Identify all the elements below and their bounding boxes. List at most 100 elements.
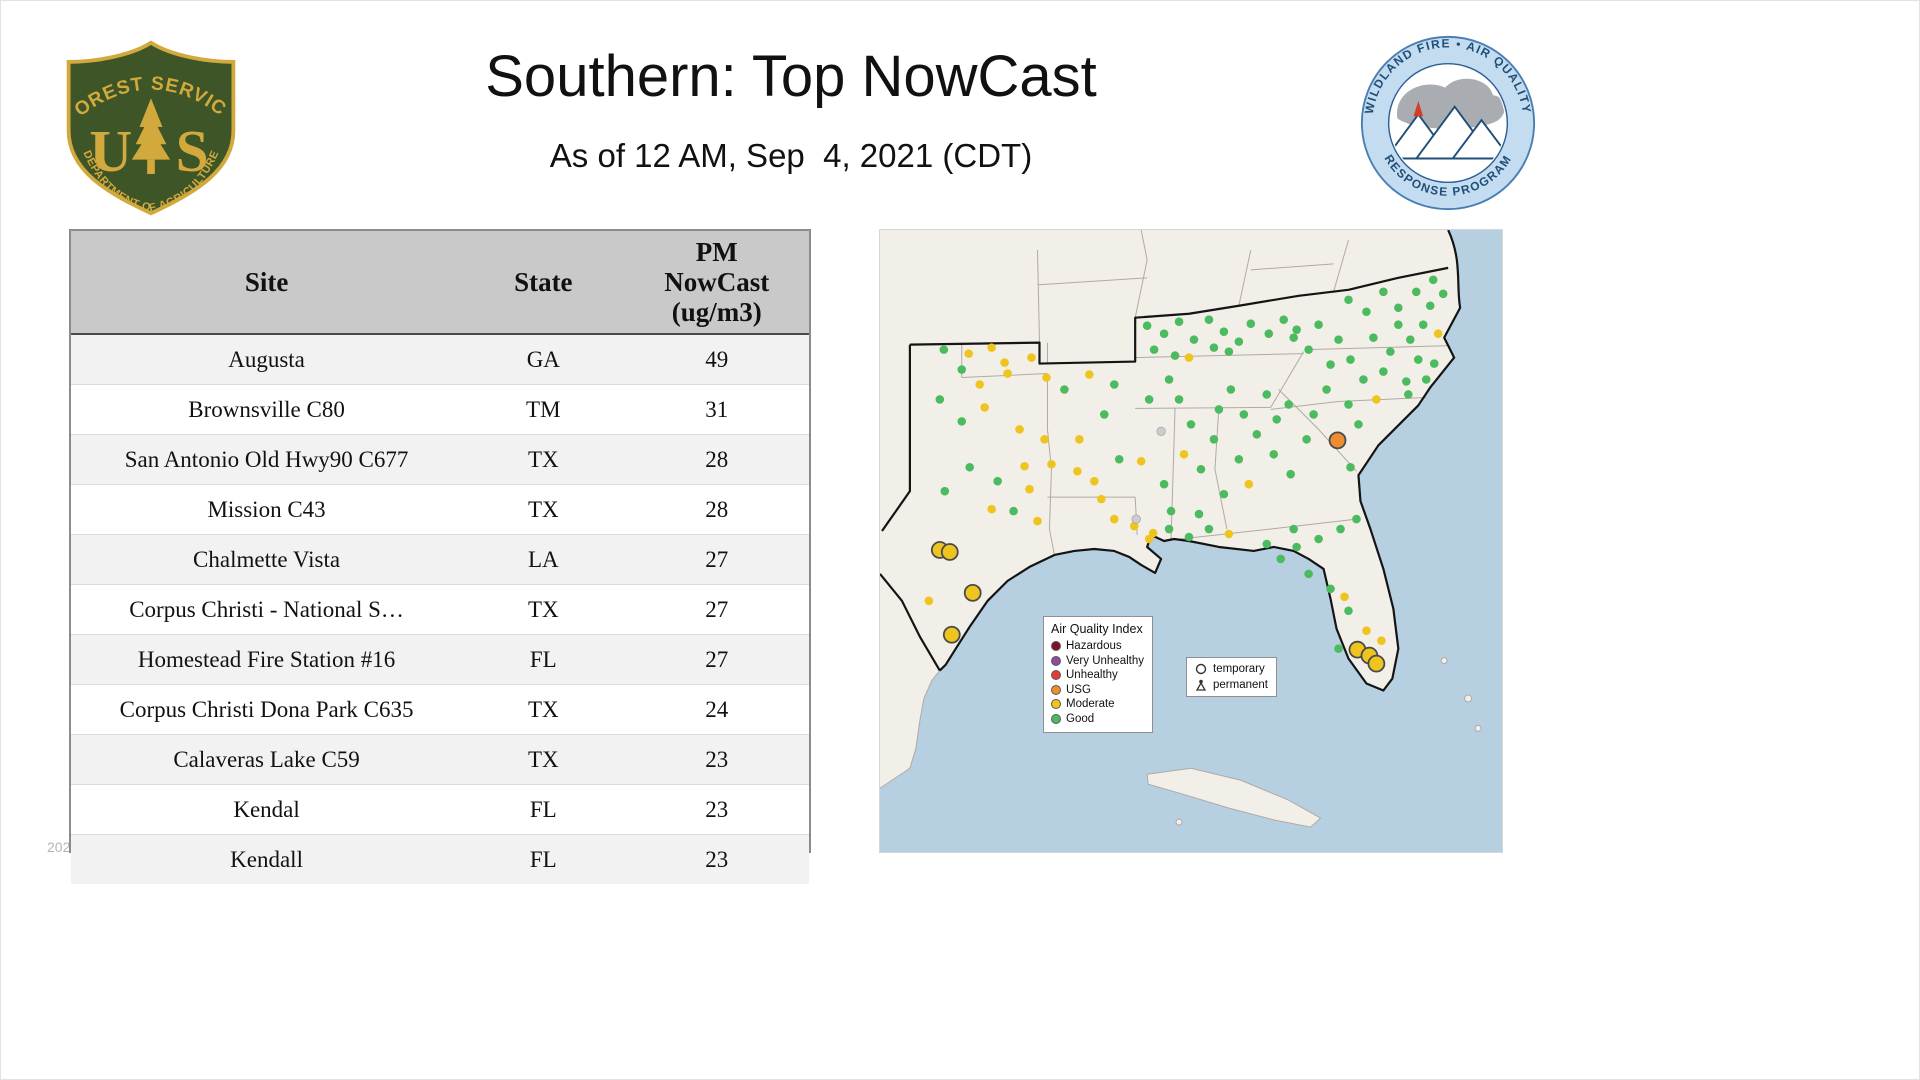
legend-color-dot [1051,641,1061,651]
monitor-marker [1344,606,1353,616]
table-row: Brownsville C80 TM 31 [71,384,809,435]
monitor-marker [1073,466,1082,476]
monitor-marker [1302,435,1311,444]
cuba-and-islands [1146,657,1482,828]
value-cell: 27 [624,584,809,635]
state-cell: FL [462,834,625,884]
monitor-marker [1304,345,1313,354]
monitor-marker [1047,459,1056,469]
monitor-marker [1209,435,1219,444]
state-cell: TX [462,584,625,635]
monitor-marker [1322,385,1331,394]
table-row: Chalmette Vista LA 27 [71,534,809,585]
monitor-marker [1015,425,1024,434]
monitor-marker [1269,449,1279,459]
monitor-marker [1109,514,1119,524]
monitor-marker [1340,592,1349,602]
monitor-marker [1209,343,1219,352]
monitor-marker [1196,464,1206,474]
table-row: San Antonio Old Hwy90 C677 TX 28 [71,434,809,485]
monitor-marker [1429,359,1439,368]
permanent-marker-icon [1195,679,1207,691]
legend-item: USG [1051,684,1145,696]
state-cell: FL [462,784,625,835]
monitor-marker [1009,506,1018,516]
header: Southern: Top NowCast As of 12 AM, Sep 4… [261,45,1321,175]
monitor-marker [1379,367,1388,376]
table-row: Corpus Christi Dona Park C635 TX 24 [71,684,809,735]
state-borders [880,230,1451,789]
monitor-marker [1418,320,1428,329]
monitor-marker [1042,373,1051,382]
site-cell: Kendall [71,834,463,884]
value-cell: 49 [624,333,809,385]
site-cell: Corpus Christi Dona Park C635 [71,684,463,735]
monitor-marker [1406,335,1415,344]
monitor-marker [1090,476,1099,486]
monitor-marker [1425,301,1435,311]
monitor-type-key: temporary permanent [1186,657,1277,697]
page-subtitle: As of 12 AM, Sep 4, 2021 (CDT) [549,136,1033,174]
key-label-permanent: permanent [1213,679,1268,691]
monitor-marker [924,596,934,606]
monitor-marker [1040,435,1049,444]
monitor-marker [1239,410,1249,419]
monitor-marker [1292,325,1301,334]
monitor-marker [1289,524,1298,534]
monitor-marker [1394,303,1403,313]
monitor-marker [1362,626,1371,635]
monitor-marker [1174,317,1184,326]
monitor-marker [1438,289,1448,299]
monitor-marker [1372,395,1381,404]
legend-item: Moderate [1051,698,1145,710]
monitor-marker [1334,335,1343,344]
site-cell: Corpus Christi - National S… [71,584,463,635]
monitor-marker [1421,375,1431,384]
monitor-marker [1131,514,1141,524]
table-row: Calaveras Lake C59 TX 23 [71,734,809,785]
state-cell: LA [462,534,625,585]
monitor-marker [1184,532,1194,542]
monitor-marker [935,395,945,404]
monitor-marker [1174,395,1184,404]
monitor-marker [1114,454,1124,464]
value-cell: 31 [624,384,809,435]
monitor-marker [1244,479,1254,489]
legend-item: Very Unhealthy [1051,655,1145,667]
monitor-marker [1264,329,1274,338]
monitor-marker [1234,337,1244,346]
site-cell: Brownsville C80 [71,384,463,435]
monitor-marker [1369,333,1378,342]
monitor-marker [987,504,996,514]
monitor-marker [1314,320,1323,329]
pine-tree-icon [131,98,171,174]
site-cell: Chalmette Vista [71,534,463,585]
monitor-marker [1394,320,1403,329]
monitor-marker [1219,489,1229,499]
monitor-marker [1386,347,1395,356]
monitor-marker [965,462,974,472]
legend-item: Hazardous [1051,640,1145,652]
monitor-marker [1033,516,1042,526]
monitor-marker [1354,420,1363,429]
state-cell: TX [462,684,625,735]
value-cell: 27 [624,634,809,685]
value-cell: 28 [624,484,809,535]
monitor-marker [1129,521,1139,531]
monitor-marker [1304,569,1313,579]
monitor-marker [1156,426,1166,436]
monitor-marker [1334,644,1343,653]
smoke-plume-icon [1396,78,1505,129]
monitor-marker [1109,380,1119,389]
monitor-marker [1284,400,1293,409]
monitor-marker [1346,355,1355,364]
map-markers [924,275,1448,673]
monitor-marker [1136,456,1146,466]
monitor-marker [1336,524,1345,534]
temporary-monitor-marker [940,543,959,561]
monitor-marker [1144,395,1154,404]
monitor-marker [1362,307,1371,317]
monitor-marker [1219,327,1229,336]
usfs-letter-u: U [89,118,132,184]
